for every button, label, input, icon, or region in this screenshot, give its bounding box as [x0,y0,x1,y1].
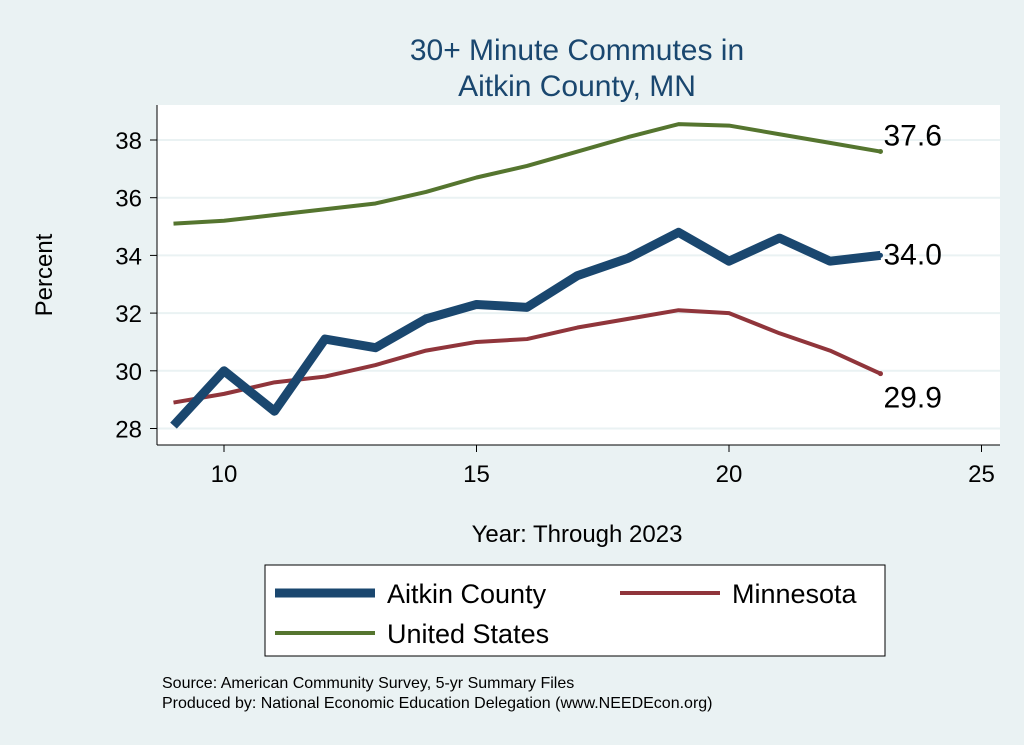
end-label-minnesota: 29.9 [884,382,942,415]
x-tick-label: 20 [716,461,743,488]
y-tick-label: 32 [115,301,142,328]
y-tick-label: 30 [115,359,142,386]
legend-label-minnesota: Minnesota [732,579,858,609]
x-tick-label: 15 [463,461,490,488]
y-axis-label: Percent [31,233,58,316]
x-axis-label: Year: Through 2023 [472,521,683,548]
end-label-united-states: 37.6 [884,120,942,153]
legend-label-united-states: United States [387,619,549,649]
y-tick-label: 38 [115,128,142,155]
end-point-aitkin-county [878,252,883,258]
series-line-aitkin-county [170,227,882,429]
y-tick-label: 34 [115,243,142,270]
x-tick-label: 25 [968,461,995,488]
y-tick-label: 36 [115,186,142,213]
legend: Aitkin County Minnesota United States [264,564,886,657]
end-label-aitkin-county: 34.0 [884,238,942,271]
end-point-united-states [878,149,883,155]
series-line-united-states [173,122,881,226]
end-point-minnesota [878,371,883,377]
chart-title-line-2: Aitkin County, MN [458,70,696,103]
y-tick-label: 28 [115,417,142,444]
chart-title-line-1: 30+ Minute Commutes in [410,34,744,67]
source-note: Source: American Community Survey, 5-yr … [162,675,574,692]
producer-note: Produced by: National Economic Education… [162,695,713,712]
legend-label-aitkin-county: Aitkin County [387,579,547,609]
x-tick-label: 10 [211,461,238,488]
